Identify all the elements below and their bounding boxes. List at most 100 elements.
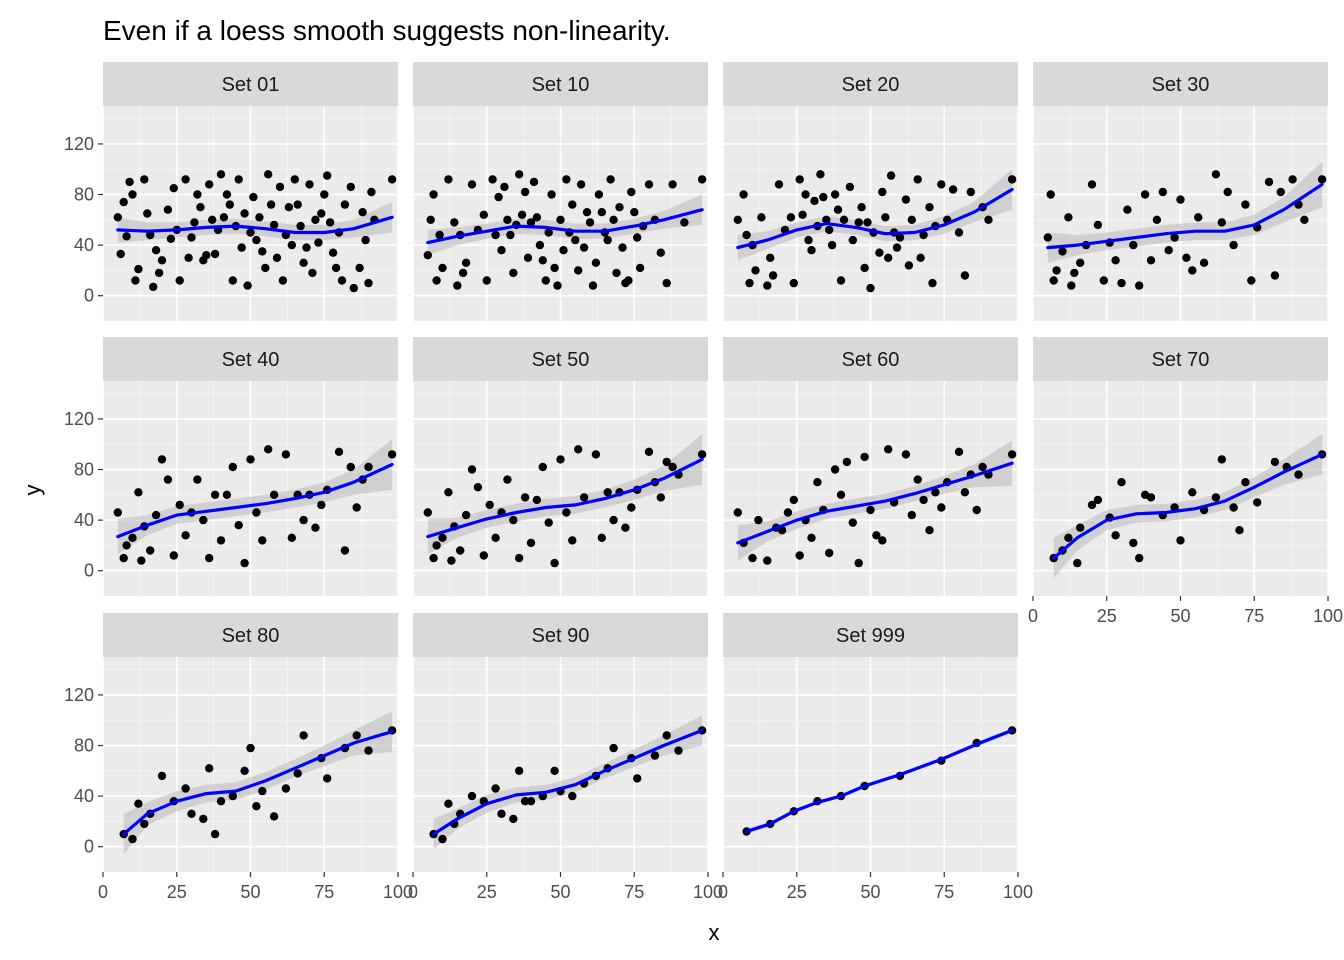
scatter-point [311, 215, 320, 224]
scatter-point [438, 533, 447, 542]
scatter-point [886, 171, 896, 180]
scatter-point [151, 246, 161, 255]
scatter-point [240, 766, 249, 775]
scatter-point [615, 203, 624, 212]
y-tick-label: 0 [84, 286, 94, 306]
scatter-point [597, 208, 606, 217]
scatter-point [1064, 213, 1073, 222]
scatter-point [225, 200, 234, 209]
scatter-point [892, 243, 902, 252]
scatter-point [1253, 498, 1262, 507]
scatter-point [733, 215, 742, 224]
scatter-point [284, 203, 294, 212]
scatter-point [243, 281, 252, 290]
scatter-point [264, 170, 273, 179]
scatter-point [544, 228, 553, 237]
scatter-point [907, 510, 916, 520]
facet-strip-label: Set 30 [1152, 74, 1210, 96]
scatter-point [491, 230, 500, 240]
scatter-point [630, 208, 639, 217]
scatter-point [978, 462, 987, 472]
scatter-point [467, 180, 477, 189]
scatter-point [532, 495, 542, 505]
scatter-point [210, 490, 220, 499]
scatter-point [848, 518, 857, 527]
scatter-point [234, 175, 243, 184]
scatter-point [656, 248, 665, 257]
scatter-point [795, 551, 804, 560]
scatter-point [544, 518, 553, 527]
scatter-point [848, 235, 857, 245]
facet-panel: Set 40 0 40 80 120 [64, 337, 399, 596]
scatter-point [125, 177, 134, 187]
facet-strip-label: Set 10 [532, 74, 590, 96]
scatter-point [488, 175, 497, 184]
scatter-point [491, 533, 500, 542]
scatter-point [901, 195, 911, 204]
scatter-point [535, 240, 545, 250]
loess-smooth-line [736, 187, 1014, 250]
scatter-point [748, 553, 757, 563]
loess-confidence-band [427, 434, 703, 555]
scatter-point [1076, 523, 1085, 532]
scatter-point [633, 233, 642, 242]
scatter-point [830, 465, 840, 474]
scatter-point [1241, 200, 1250, 209]
scatter-point [119, 197, 128, 207]
scatter-point [140, 175, 149, 184]
scatter-point [293, 769, 302, 778]
scatter-point [181, 175, 190, 184]
facet-strip-label: Set 80 [222, 625, 280, 647]
scatter-point [1247, 276, 1256, 285]
scatter-point [878, 536, 887, 545]
scatter-point [509, 515, 518, 525]
scatter-point [526, 538, 536, 548]
scatter-point [149, 282, 158, 292]
facet-strip-label: Set 50 [532, 349, 590, 371]
x-tick-label: 75 [314, 882, 334, 902]
scatter-point [1067, 281, 1076, 290]
scatter-point [187, 233, 196, 242]
scatter-point [157, 256, 167, 265]
scatter-point [550, 766, 559, 775]
y-tick-label: 0 [84, 561, 94, 581]
scatter-point [1264, 177, 1274, 187]
scatter-point [766, 253, 775, 262]
scatter-point [331, 263, 341, 273]
scatter-point [541, 276, 550, 285]
scatter-point [532, 213, 542, 222]
scatter-point [884, 445, 893, 454]
scatter-point [523, 253, 533, 262]
facet-panel: Set 80 0 40 80 120 0 25 50 75 100 [64, 613, 413, 902]
scatter-point [246, 743, 255, 753]
scatter-point [485, 500, 494, 510]
scatter-point [574, 445, 583, 454]
scatter-point [467, 791, 477, 801]
scatter-point [822, 215, 831, 224]
scatter-point [364, 746, 373, 755]
scatter-point [763, 281, 772, 290]
scatter-point [795, 175, 804, 184]
scatter-point [1317, 175, 1327, 184]
scatter-point [252, 508, 261, 517]
scatter-point [662, 278, 671, 288]
y-tick-label: 120 [64, 685, 94, 705]
scatter-point [163, 205, 173, 214]
y-tick-label: 40 [74, 786, 94, 806]
facet-strip [413, 62, 708, 106]
scatter-point [668, 180, 677, 189]
x-tick-label: 100 [1313, 606, 1343, 626]
scatter-point [287, 533, 296, 542]
scatter-point [1223, 187, 1232, 197]
scatter-point [140, 819, 149, 829]
scatter-point [1117, 478, 1126, 487]
scatter-point [568, 791, 577, 801]
scatter-point [954, 447, 964, 456]
scatter-point [697, 175, 707, 184]
scatter-point [311, 523, 320, 532]
y-tick-label: 80 [74, 460, 94, 480]
scatter-point [827, 240, 837, 250]
scatter-point [444, 175, 453, 184]
x-tick-label: 25 [787, 882, 807, 902]
scatter-point [1007, 450, 1017, 459]
